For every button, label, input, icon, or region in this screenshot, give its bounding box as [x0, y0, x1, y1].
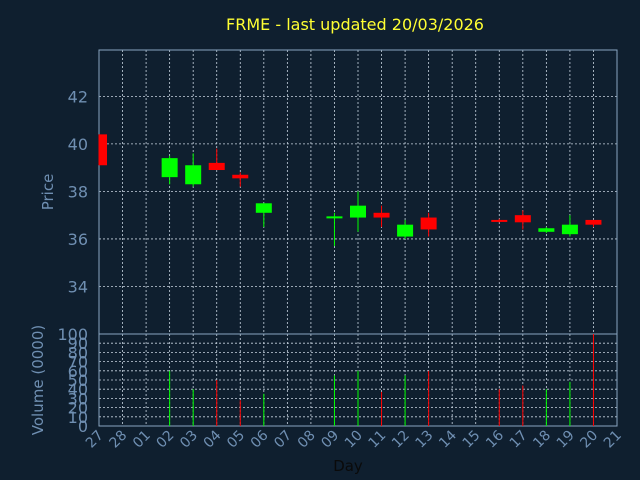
volume-tick-label: 100 — [57, 325, 88, 344]
x-tick-label: 08 — [295, 428, 319, 452]
x-axis-label: Day — [333, 457, 363, 475]
candle-body — [373, 212, 390, 218]
volume-tick-label: 70 — [68, 353, 88, 372]
candle-body — [420, 217, 437, 230]
candle-body — [208, 162, 225, 171]
x-tick-label: 01 — [130, 428, 154, 452]
candle-body — [232, 174, 249, 179]
chart-title: FRME - last updated 20/03/2026 — [226, 15, 484, 34]
x-tick-label: 03 — [177, 428, 201, 452]
candle-body — [491, 219, 508, 222]
candle-body — [538, 228, 555, 232]
price-tick-label: 38 — [68, 182, 88, 201]
x-tick-label: 15 — [460, 428, 484, 452]
candle-body — [350, 205, 366, 218]
volume-tick-label: 10 — [68, 408, 88, 427]
candle-body — [326, 216, 343, 219]
x-tick-label: 20 — [577, 428, 601, 452]
candle-body — [185, 165, 202, 185]
x-tick-label: 17 — [507, 428, 531, 452]
volume-tick-label: 90 — [68, 334, 88, 353]
price-tick-label: 34 — [68, 277, 88, 296]
volume-tick-label: 40 — [68, 380, 88, 399]
x-tick-label: 19 — [554, 428, 578, 452]
candle-body — [99, 134, 107, 166]
volume-tick-label: 30 — [68, 389, 88, 408]
price-tick-label: 40 — [68, 135, 88, 154]
x-tick-label: 06 — [248, 427, 272, 451]
volume-tick-label: 80 — [68, 343, 88, 362]
price-grid — [98, 50, 618, 334]
volume-axis-label: Volume (0000) — [29, 325, 47, 435]
x-tick-label: 02 — [154, 428, 178, 452]
x-tick-label: 13 — [413, 428, 437, 452]
x-tick-label: 28 — [106, 428, 130, 452]
x-tick-label: 21 — [601, 428, 625, 452]
candle-body — [161, 158, 178, 178]
candle-body — [255, 203, 272, 213]
price-y-ticks: 34 36 38 40 42 — [68, 87, 88, 296]
price-tick-label: 36 — [68, 230, 88, 249]
x-tick-label: 04 — [201, 427, 225, 451]
volume-tick-label: 60 — [68, 362, 88, 381]
x-tick-label: 07 — [271, 428, 295, 452]
x-ticks: 27 28 01 02 03 04 05 06 07 08 09 10 11 12 13 14 15 16 17 18… — [83, 427, 625, 451]
x-tick-label: 10 — [342, 428, 366, 452]
x-tick-label: 11 — [365, 428, 389, 452]
price-axis-label: Price — [39, 174, 57, 211]
volume-bars — [169, 334, 594, 426]
candle-body — [397, 224, 414, 237]
volume-tick-label: 0 — [78, 417, 88, 436]
candle-body — [561, 224, 578, 235]
x-tick-label: 14 — [436, 427, 460, 451]
candle-body — [585, 219, 602, 225]
volume-tick-label: 20 — [68, 399, 88, 418]
x-tick-label: 12 — [389, 428, 413, 452]
x-tick-label: 18 — [530, 428, 554, 452]
candle-body — [514, 215, 531, 223]
x-tick-label: 05 — [224, 428, 248, 452]
price-tick-label: 42 — [68, 87, 88, 106]
x-tick-label: 09 — [318, 428, 342, 452]
volume-tick-label: 50 — [68, 371, 88, 390]
candles — [98, 134, 602, 247]
x-tick-label: 16 — [483, 427, 507, 451]
